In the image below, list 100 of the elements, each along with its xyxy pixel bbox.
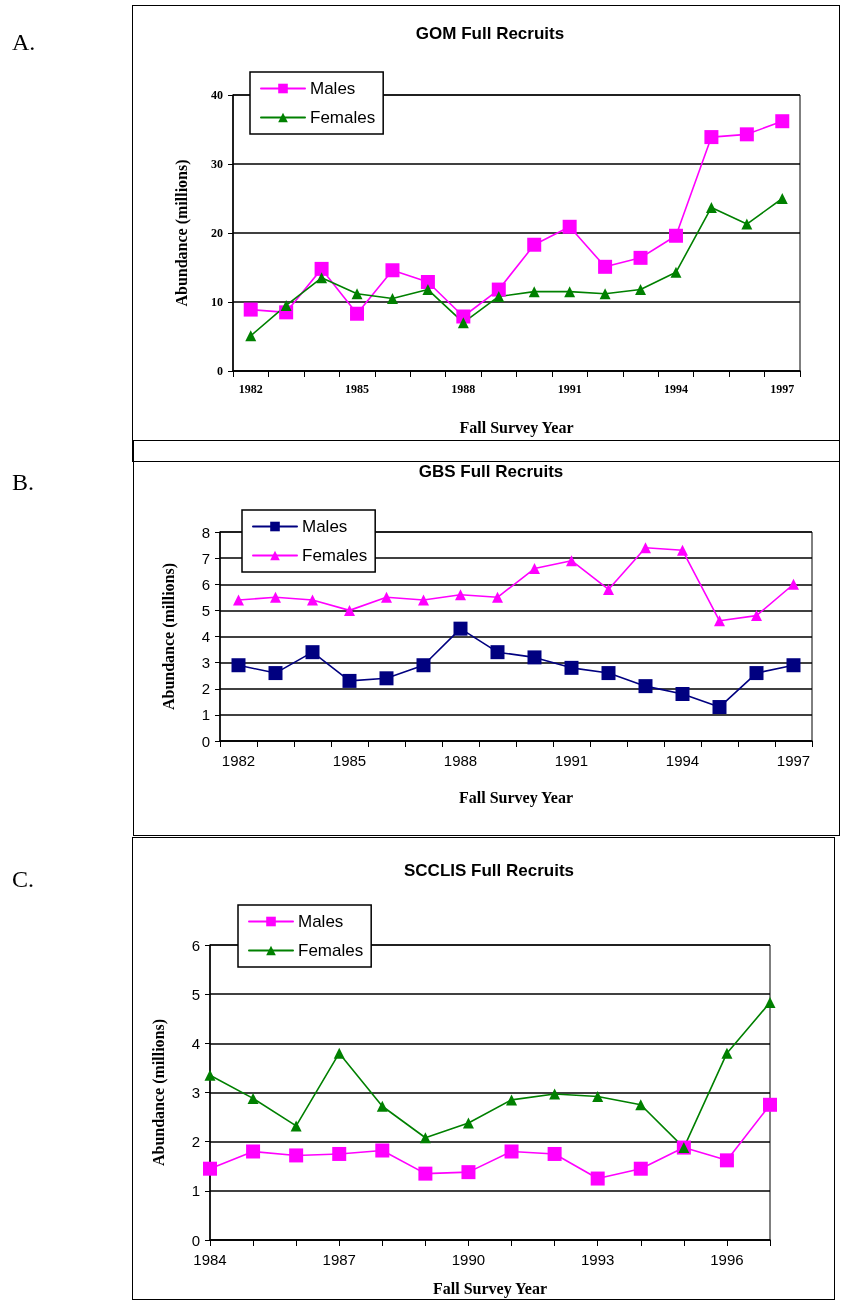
- point: [633, 250, 648, 265]
- point: [461, 1165, 476, 1180]
- y-axis-title: Abundance (millions): [159, 562, 178, 711]
- x-tick-label: 1993: [581, 1251, 615, 1268]
- x-axis-title: Fall Survey Year: [458, 788, 574, 807]
- point: [549, 1088, 561, 1100]
- point: [204, 1069, 216, 1081]
- point: [289, 1148, 304, 1163]
- point: [247, 1092, 259, 1104]
- y-tick-label: 4: [201, 628, 210, 645]
- point: [704, 130, 719, 145]
- point: [233, 594, 244, 606]
- point: [316, 272, 328, 284]
- point: [419, 1132, 431, 1144]
- point: [462, 1117, 474, 1129]
- point: [203, 1161, 217, 1176]
- point: [564, 660, 579, 675]
- point: [270, 591, 281, 603]
- y-tick-label: 5: [191, 985, 200, 1003]
- point: [418, 594, 429, 606]
- point: [243, 302, 258, 317]
- y-tick-label: 0: [217, 364, 223, 378]
- point: [490, 645, 505, 660]
- x-tick-label: 1994: [665, 752, 700, 769]
- point: [675, 686, 690, 701]
- point: [640, 542, 651, 554]
- y-tick-label: 3: [201, 654, 210, 672]
- point: [741, 218, 753, 230]
- x-tick-label: 1991: [557, 382, 582, 396]
- y-tick-label: 8: [201, 523, 210, 541]
- point: [344, 604, 355, 616]
- point: [418, 1166, 433, 1181]
- legend-label: Females: [310, 108, 376, 127]
- y-tick-label: 4: [191, 1034, 200, 1052]
- point: [504, 1144, 519, 1159]
- point: [268, 666, 283, 681]
- point: [453, 621, 468, 636]
- y-tick-label: 2: [201, 680, 210, 698]
- point: [775, 114, 790, 129]
- x-axis-title: Fall Survey Year: [459, 418, 574, 437]
- point: [351, 288, 363, 300]
- x-tick-label: 1984: [193, 1251, 227, 1268]
- point: [592, 1090, 604, 1102]
- point: [422, 284, 434, 296]
- point: [314, 261, 329, 276]
- y-tick-label: 3: [191, 1084, 200, 1101]
- y-tick-label: 6: [201, 575, 210, 593]
- point: [739, 127, 754, 142]
- point: [788, 578, 799, 590]
- point: [506, 1094, 518, 1106]
- point: [635, 284, 647, 296]
- point: [714, 615, 725, 627]
- y-tick-label: 2: [191, 1133, 200, 1151]
- y-tick-label: 0: [201, 732, 210, 750]
- point: [376, 1100, 388, 1112]
- text: B.: [12, 469, 35, 495]
- x-tick-label: 1997: [776, 752, 811, 769]
- point: [633, 1161, 648, 1176]
- x-tick-label: 1990: [451, 1251, 486, 1268]
- point: [719, 1153, 734, 1168]
- point: [245, 330, 257, 342]
- point: [455, 589, 466, 601]
- chart-title: GOM Full Recruits: [415, 24, 565, 43]
- x-tick-label: 1996: [710, 1251, 744, 1268]
- y-tick-label: 30: [211, 157, 223, 171]
- y-tick-label: 0: [191, 1231, 200, 1249]
- chart-title: GBS Full Recruits: [418, 462, 564, 481]
- x-tick-label: 1982: [221, 752, 256, 769]
- point: [562, 219, 577, 234]
- point: [420, 274, 435, 289]
- point: [598, 259, 613, 274]
- point: [305, 645, 320, 660]
- y-tick-label: 6: [191, 936, 200, 954]
- y-tick-label: 1: [191, 1182, 200, 1200]
- point: [290, 1120, 302, 1132]
- y-tick-label: 40: [211, 88, 223, 102]
- legend-label: Males: [298, 912, 344, 931]
- point: [307, 594, 318, 606]
- x-tick-label: 1988: [443, 752, 478, 769]
- point: [599, 288, 611, 300]
- point: [786, 658, 801, 673]
- point: [385, 263, 400, 278]
- x-tick-label: 1987: [322, 1251, 356, 1268]
- point: [751, 610, 762, 622]
- point: [638, 679, 653, 694]
- legend-label: Males: [302, 517, 348, 536]
- legend-label: Males: [310, 79, 356, 98]
- point: [764, 997, 776, 1009]
- point: [492, 591, 503, 603]
- point: [677, 544, 688, 556]
- point: [333, 1047, 345, 1059]
- point: [491, 282, 506, 297]
- point: [280, 299, 292, 311]
- y-axis-title: Abundance (millions): [149, 1018, 168, 1167]
- point: [564, 286, 576, 298]
- y-tick-label: 10: [211, 295, 223, 309]
- point: [776, 193, 788, 204]
- point: [529, 563, 540, 575]
- point: [246, 1144, 261, 1159]
- point: [603, 583, 614, 595]
